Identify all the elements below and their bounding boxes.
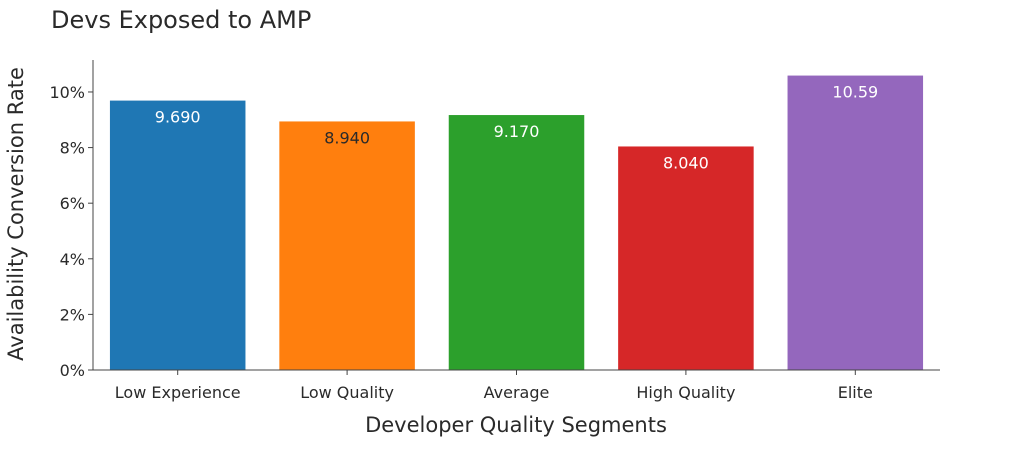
bar-high-quality (618, 146, 754, 370)
data-labels-group: 9.690 8.940 9.170 8.040 10.59 (155, 83, 878, 173)
bar-low-quality (279, 121, 415, 371)
bar-low-experience (109, 100, 246, 371)
bars-group (109, 75, 924, 371)
x-tick-label: Average (484, 383, 550, 402)
bar-elite (787, 75, 924, 370)
y-tick-label: 6% (60, 194, 85, 213)
y-tick-label: 8% (60, 139, 85, 158)
y-tick-label: 4% (60, 250, 85, 269)
y-tick-label: 10% (49, 83, 85, 102)
data-label: 10.59 (832, 83, 878, 102)
data-label: 8.040 (663, 153, 709, 172)
data-label: 9.690 (155, 108, 201, 127)
x-tick-label: Elite (838, 383, 873, 402)
x-tick-label: High Quality (636, 383, 735, 402)
data-label: 8.940 (324, 128, 370, 147)
x-axis-title: Developer Quality Segments (365, 413, 667, 437)
x-tick-label: Low Experience (115, 383, 241, 402)
x-tick-label: Low Quality (300, 383, 394, 402)
chart-title: Devs Exposed to AMP (51, 6, 312, 34)
data-label: 9.170 (494, 122, 540, 141)
y-tick-label: 0% (60, 361, 85, 380)
x-ticks-group: Low Experience Low Quality Average High Qua… (115, 370, 873, 402)
bar-average (448, 115, 585, 371)
y-axis-title: Availability Conversion Rate (4, 67, 28, 361)
y-tick-label: 2% (60, 305, 85, 324)
y-ticks-group: 0% 2% 4% 6% 8% 10% (49, 83, 93, 380)
